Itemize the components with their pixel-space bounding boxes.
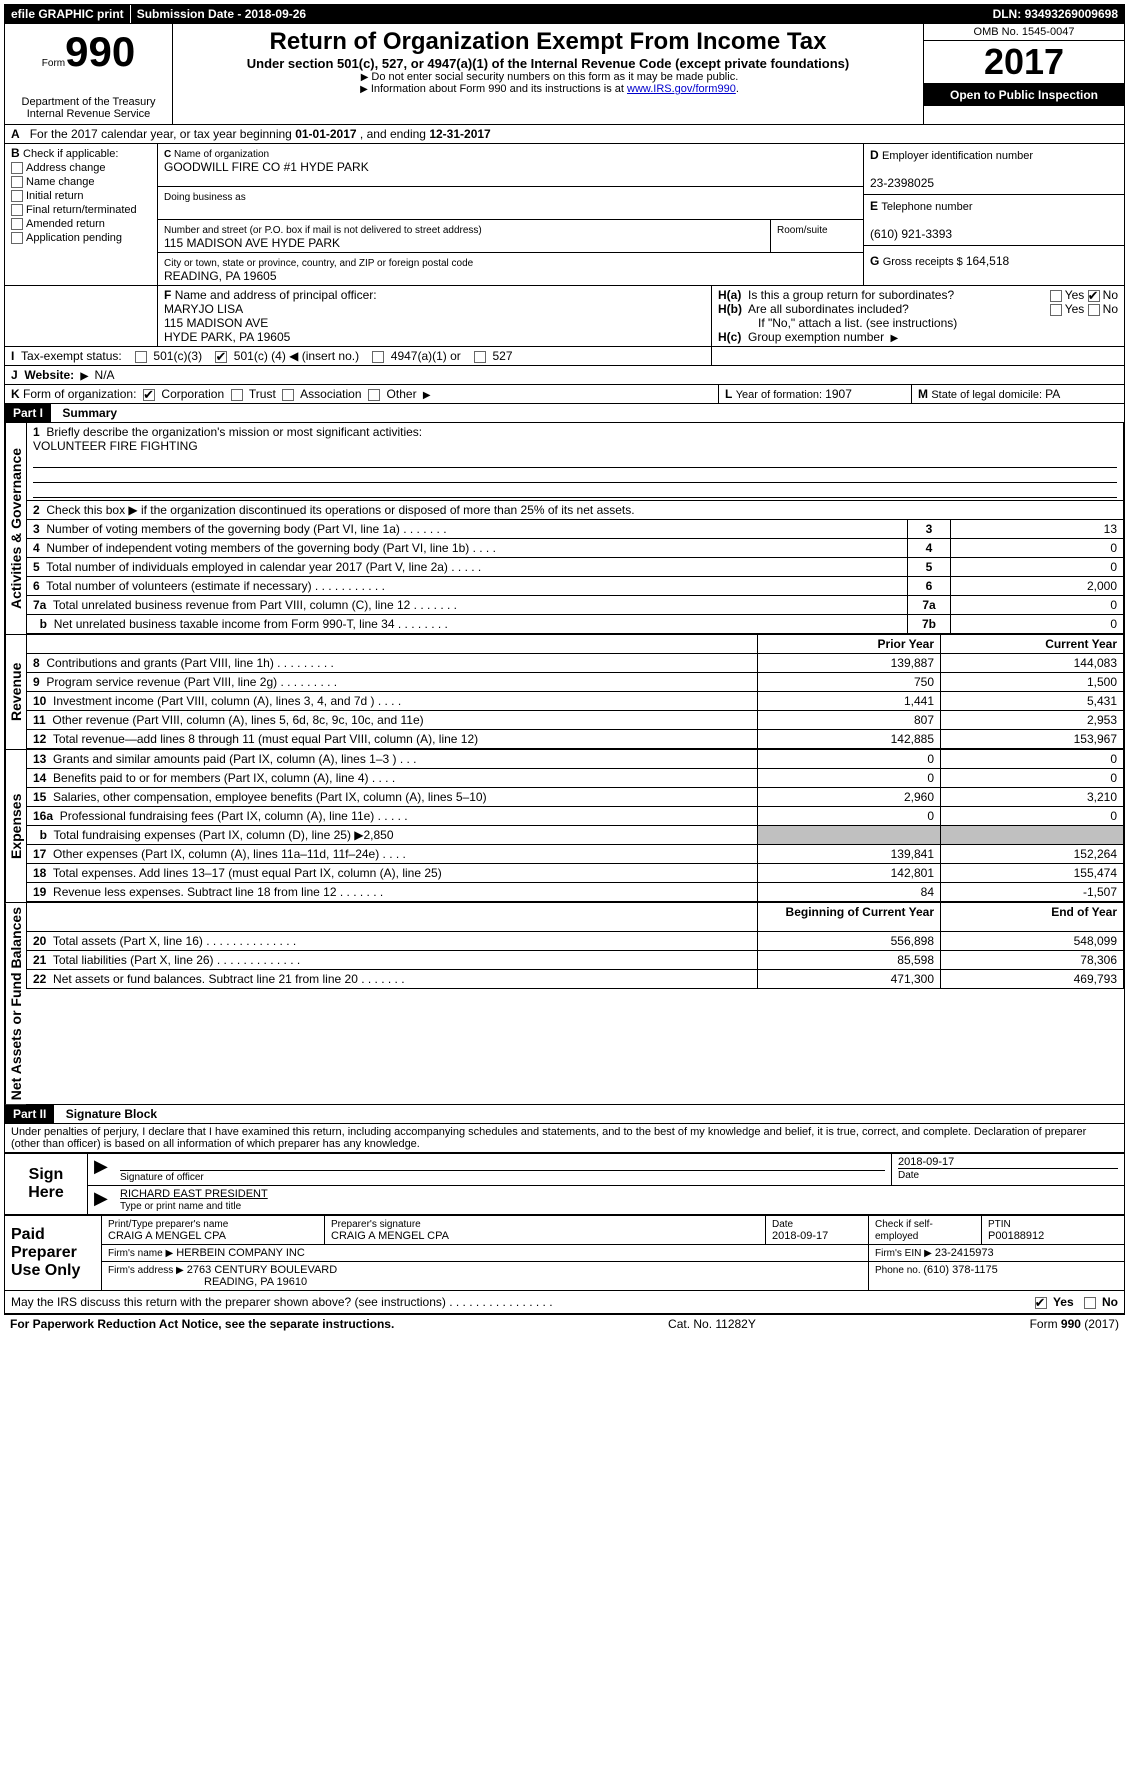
table-row: 22 Net assets or fund balances. Subtract…: [27, 970, 1124, 989]
irs-link[interactable]: www.IRS.gov/form990: [627, 83, 736, 95]
checkbox-trust[interactable]: [231, 389, 243, 401]
table-row: 17 Other expenses (Part IX, column (A), …: [27, 845, 1124, 864]
website: N/A: [95, 368, 115, 382]
checkbox-hb-yes[interactable]: [1050, 304, 1062, 316]
table-row: 6 Total number of volunteers (estimate i…: [27, 577, 1124, 596]
firm-phone: (610) 378-1175: [923, 1264, 997, 1276]
footer: For Paperwork Reduction Act Notice, see …: [4, 1314, 1125, 1333]
vert-netassets: Net Assets or Fund Balances: [5, 903, 26, 1104]
mission: VOLUNTEER FIRE FIGHTING: [33, 439, 198, 453]
table-row: 3 Number of voting members of the govern…: [27, 520, 1124, 539]
officer-name-title: RICHARD EAST PRESIDENT: [120, 1188, 268, 1200]
checkbox-name-change[interactable]: [11, 176, 23, 188]
form-title: Return of Organization Exempt From Incom…: [179, 28, 917, 56]
table-row: 7a Total unrelated business revenue from…: [27, 596, 1124, 615]
officer-sig-date: 2018-09-17: [898, 1156, 954, 1168]
sections-fh: F Name and address of principal officer:…: [4, 286, 1125, 347]
vert-expenses: Expenses: [5, 750, 26, 902]
dln: DLN: 93493269009698: [987, 5, 1124, 23]
table-row: 12 Total revenue—add lines 8 through 11 …: [27, 730, 1124, 749]
paid-preparer-block: Paid Preparer Use Only Print/Type prepar…: [4, 1215, 1125, 1291]
dept-irs: Internal Revenue Service: [11, 108, 166, 120]
dept-treasury: Department of the Treasury: [11, 96, 166, 108]
checkbox-501c3[interactable]: [135, 351, 147, 363]
firm-ein: 23-2415973: [935, 1247, 994, 1259]
table-row: 21 Total liabilities (Part X, line 26) .…: [27, 951, 1124, 970]
org-city: READING, PA 19605: [164, 269, 277, 283]
tax-year: 2017: [924, 41, 1124, 84]
omb-no: OMB No. 1545-0047: [924, 24, 1124, 41]
revenue-block: Revenue Prior YearCurrent Year 8 Contrib…: [4, 635, 1125, 750]
table-row: 15 Salaries, other compensation, employe…: [27, 788, 1124, 807]
vert-governance: Activities & Governance: [5, 423, 26, 634]
checkbox-final-return[interactable]: [11, 204, 23, 216]
form-header: Form990 Department of the Treasury Inter…: [4, 24, 1125, 125]
open-to-public: Open to Public Inspection: [924, 84, 1124, 106]
checkbox-discuss-yes[interactable]: [1035, 1297, 1047, 1309]
table-row: 11 Other revenue (Part VIII, column (A),…: [27, 711, 1124, 730]
checkbox-corporation[interactable]: [143, 389, 155, 401]
penalties-text: Under penalties of perjury, I declare th…: [4, 1124, 1125, 1153]
part-1: Part I Summary: [4, 404, 1125, 423]
table-row: 10 Investment income (Part VIII, column …: [27, 692, 1124, 711]
preparer-name: CRAIG A MENGEL CPA: [108, 1230, 226, 1242]
checkbox-hb-no[interactable]: [1088, 304, 1100, 316]
ptin: P00188912: [988, 1230, 1044, 1242]
checkbox-initial-return[interactable]: [11, 190, 23, 202]
state-domicile: PA: [1045, 387, 1060, 401]
vert-revenue: Revenue: [5, 635, 26, 749]
checkbox-application-pending[interactable]: [11, 232, 23, 244]
submission-date: Submission Date - 2018-09-26: [131, 5, 987, 23]
top-bar: efile GRAPHIC print Submission Date - 20…: [4, 4, 1125, 24]
table-row: 9 Program service revenue (Part VIII, li…: [27, 673, 1124, 692]
section-j: J Website: N/A: [4, 366, 1125, 385]
table-row: 5 Total number of individuals employed i…: [27, 558, 1124, 577]
checkbox-501c[interactable]: [215, 351, 227, 363]
gross-receipts: 164,518: [966, 254, 1009, 268]
table-row: 19 Revenue less expenses. Subtract line …: [27, 883, 1124, 902]
form-subtitle: Under section 501(c), 527, or 4947(a)(1)…: [179, 56, 917, 71]
section-a: A For the 2017 calendar year, or tax yea…: [4, 125, 1125, 144]
checkbox-association[interactable]: [282, 389, 294, 401]
expenses-block: Expenses 13 Grants and similar amounts p…: [4, 750, 1125, 903]
checkbox-4947[interactable]: [372, 351, 384, 363]
sections-bcdeg: B Check if applicable: Address change Na…: [4, 144, 1125, 286]
table-row: 16a Professional fundraising fees (Part …: [27, 807, 1124, 826]
table-row: 18 Total expenses. Add lines 13–17 (must…: [27, 864, 1124, 883]
checkbox-address-change[interactable]: [11, 162, 23, 174]
table-row: 13 Grants and similar amounts paid (Part…: [27, 750, 1124, 769]
checkbox-amended-return[interactable]: [11, 218, 23, 230]
netassets-block: Net Assets or Fund Balances Beginning of…: [4, 903, 1125, 1105]
table-row: 8 Contributions and grants (Part VIII, l…: [27, 654, 1124, 673]
table-row: b Total fundraising expenses (Part IX, c…: [27, 826, 1124, 845]
firm-name: HERBEIN COMPANY INC: [176, 1247, 305, 1259]
phone: (610) 921-3393: [870, 227, 952, 241]
part-2: Part II Signature Block: [4, 1105, 1125, 1124]
section-i: I Tax-exempt status: 501(c)(3) 501(c) (4…: [4, 347, 1125, 366]
table-row: 14 Benefits paid to or for members (Part…: [27, 769, 1124, 788]
efile-badge: efile GRAPHIC print: [5, 5, 131, 23]
checkbox-ha-yes[interactable]: [1050, 290, 1062, 302]
form-number: 990: [65, 28, 135, 75]
checkbox-527[interactable]: [474, 351, 486, 363]
org-name: GOODWILL FIRE CO #1 HYDE PARK: [164, 160, 369, 174]
table-row: 20 Total assets (Part X, line 16) . . . …: [27, 932, 1124, 951]
year-formation: 1907: [825, 387, 852, 401]
sign-here-block: Sign Here ▶ Signature of officer 2018-09…: [4, 1153, 1125, 1215]
officer-name: MARYJO LISA: [164, 302, 243, 316]
table-row: 4 Number of independent voting members o…: [27, 539, 1124, 558]
checkbox-discuss-no[interactable]: [1084, 1297, 1096, 1309]
ein: 23-2398025: [870, 176, 934, 190]
discuss-row: May the IRS discuss this return with the…: [4, 1291, 1125, 1314]
checkbox-ha-no[interactable]: [1088, 290, 1100, 302]
sections-klm: K Form of organization: Corporation Trus…: [4, 385, 1125, 404]
governance-block: Activities & Governance 1 Briefly descri…: [4, 423, 1125, 635]
org-street: 115 MADISON AVE HYDE PARK: [164, 236, 340, 250]
checkbox-other[interactable]: [368, 389, 380, 401]
table-row: b Net unrelated business taxable income …: [27, 615, 1124, 634]
